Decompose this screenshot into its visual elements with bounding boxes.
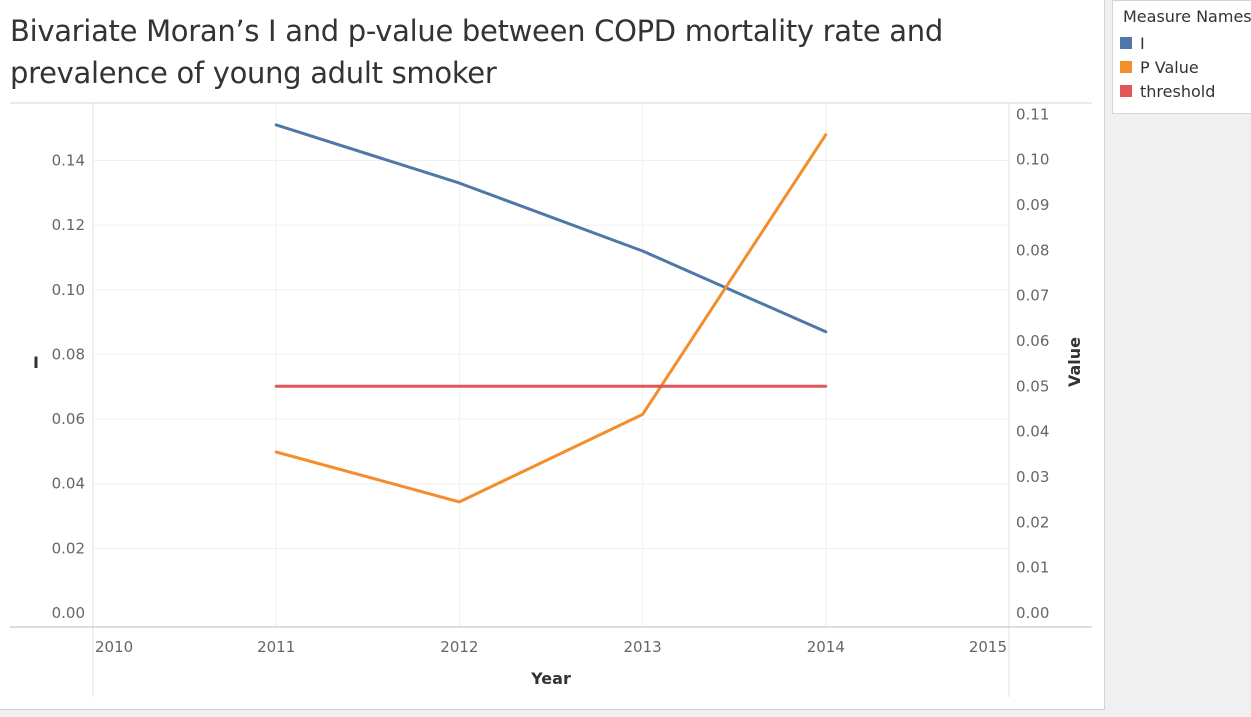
chart-title: Bivariate Moran’s I and p-value between …: [10, 14, 943, 90]
x-tick-label: 2013: [624, 638, 662, 656]
legend-label: threshold: [1140, 81, 1216, 101]
chart-plot: 0.00 0.02 0.04 0.06 0.08 0.10 0.12 0.14 0.00 0.01…: [10, 102, 1092, 697]
y-right-tick-label: 0.11: [1016, 105, 1049, 123]
y-right-tick-label: 0.07: [1016, 287, 1049, 305]
y-right-tick-label: 0.08: [1016, 241, 1049, 259]
y-right-tick-label: 0.01: [1016, 559, 1049, 577]
y-left-tick-label: 0.04: [52, 475, 85, 493]
y-left-tick-label: 0.02: [52, 539, 85, 557]
legend-label: P Value: [1140, 57, 1199, 77]
legend-swatch: [1120, 85, 1132, 97]
legend-swatch: [1120, 61, 1132, 73]
x-tick-label: 2015: [969, 638, 1007, 656]
x-axis-title: Year: [530, 669, 571, 688]
y-right-tick-label: 0.02: [1016, 513, 1049, 531]
x-tick-label: 2010: [95, 638, 133, 656]
y-left-tick-label: 0.12: [52, 216, 85, 234]
y-left-tick-label: 0.10: [52, 281, 85, 299]
series-line-i: [274, 123, 828, 334]
legend-swatch: [1120, 37, 1132, 49]
y-left-tick-label: 0.08: [52, 345, 85, 363]
y-right-tick-label: 0.05: [1016, 377, 1049, 395]
legend: Measure Names I P Value threshold: [1112, 0, 1251, 114]
y-left-tick-label: 0.06: [52, 410, 85, 428]
legend-item-threshold[interactable]: threshold: [1113, 79, 1251, 103]
y-right-axis-title: Value: [1065, 337, 1084, 387]
y-left-axis-title: I: [33, 353, 39, 372]
legend-item-p-value[interactable]: P Value: [1113, 55, 1251, 79]
y-right-tick-label: 0.06: [1016, 332, 1049, 350]
y-right-tick-label: 0.03: [1016, 468, 1049, 486]
y-right-tick-label: 0.00: [1016, 604, 1049, 622]
legend-title: Measure Names: [1123, 7, 1251, 26]
x-tick-label: 2011: [257, 638, 295, 656]
y-right-tick-label: 0.04: [1016, 423, 1049, 441]
y-right-tick-label: 0.10: [1016, 151, 1049, 169]
legend-label: I: [1140, 33, 1145, 53]
chart-canvas: Bivariate Moran’s I and p-value between …: [0, 0, 1105, 710]
x-tick-label: 2014: [807, 638, 845, 656]
y-left-tick-label: 0.14: [52, 151, 85, 169]
series-line-p-value: [274, 133, 828, 504]
legend-item-i[interactable]: I: [1113, 31, 1251, 55]
y-left-tick-label: 0.00: [52, 604, 85, 622]
x-tick-label: 2012: [440, 638, 478, 656]
y-right-tick-label: 0.09: [1016, 196, 1049, 214]
